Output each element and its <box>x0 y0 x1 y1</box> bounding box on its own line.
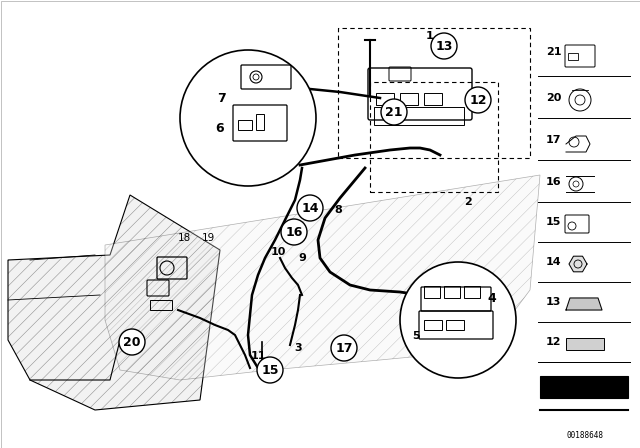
FancyBboxPatch shape <box>566 338 604 350</box>
Text: 20: 20 <box>124 336 141 349</box>
Text: 13: 13 <box>546 297 561 307</box>
Text: 2: 2 <box>464 197 472 207</box>
Polygon shape <box>8 195 220 410</box>
FancyBboxPatch shape <box>540 376 628 398</box>
Text: 00188648: 00188648 <box>566 431 604 440</box>
Text: 15: 15 <box>261 363 279 376</box>
Polygon shape <box>566 298 602 310</box>
Text: 18: 18 <box>177 233 191 243</box>
Circle shape <box>119 329 145 355</box>
Circle shape <box>431 33 457 59</box>
Text: 17: 17 <box>335 341 353 354</box>
Text: 8: 8 <box>334 205 342 215</box>
Text: 17: 17 <box>546 135 561 145</box>
Text: 19: 19 <box>202 233 214 243</box>
Text: 16: 16 <box>546 177 562 187</box>
Text: 6: 6 <box>216 121 224 134</box>
Text: 12: 12 <box>546 337 561 347</box>
Text: 10: 10 <box>270 247 285 257</box>
Text: 12: 12 <box>469 94 487 107</box>
Text: 14: 14 <box>301 202 319 215</box>
Polygon shape <box>105 175 540 380</box>
Circle shape <box>281 219 307 245</box>
Circle shape <box>400 262 516 378</box>
Circle shape <box>257 357 283 383</box>
Text: 4: 4 <box>488 292 497 305</box>
Text: 16: 16 <box>285 225 303 238</box>
Circle shape <box>465 87 491 113</box>
Circle shape <box>297 195 323 221</box>
Text: 1: 1 <box>426 31 434 41</box>
Circle shape <box>180 50 316 186</box>
Text: 13: 13 <box>435 39 452 52</box>
Text: 20: 20 <box>546 93 561 103</box>
Text: 11: 11 <box>250 351 266 361</box>
Text: 5: 5 <box>412 331 420 341</box>
Text: 9: 9 <box>298 253 306 263</box>
Circle shape <box>381 99 407 125</box>
Text: 3: 3 <box>294 343 302 353</box>
Circle shape <box>331 335 357 361</box>
Text: 15: 15 <box>546 217 561 227</box>
Text: 7: 7 <box>218 91 227 104</box>
Text: 21: 21 <box>546 47 561 57</box>
Text: 14: 14 <box>546 257 562 267</box>
Text: 21: 21 <box>385 105 403 119</box>
Polygon shape <box>569 256 587 272</box>
